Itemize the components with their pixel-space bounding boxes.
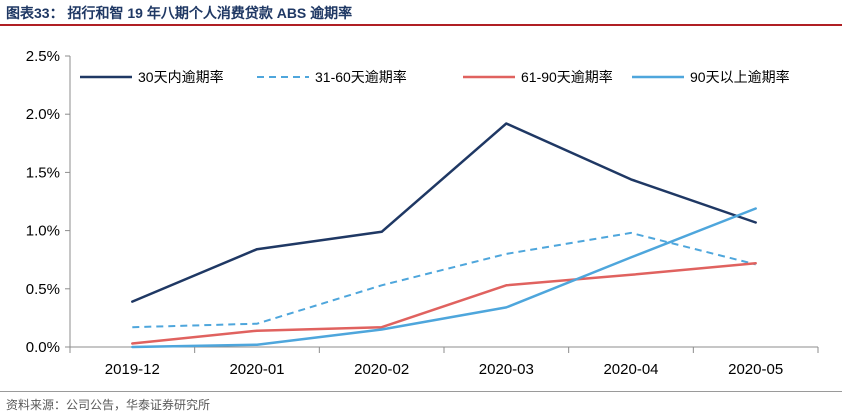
y-tick-label: 0.0% — [26, 339, 60, 356]
source-divider — [0, 391, 842, 392]
x-tick-label: 2020-03 — [479, 361, 534, 378]
line-chart: 0.0% 0.5% 1.0% 1.5% 2.0% 2.5% 2019-12 2020-01 20… — [26, 48, 819, 378]
legend-label: 31-60天逾期率 — [315, 69, 407, 85]
x-tick-label: 2020-01 — [229, 361, 284, 378]
y-tick-label: 1.5% — [26, 164, 60, 181]
y-tick-label: 2.5% — [26, 48, 60, 65]
series-line — [132, 231, 756, 329]
series-line — [131, 207, 757, 349]
legend-label: 61-90天逾期率 — [521, 69, 613, 85]
x-tick-label: 2020-04 — [603, 361, 658, 378]
y-tick-label: 0.5% — [26, 281, 60, 298]
series-line — [131, 261, 757, 345]
y-tick-label: 2.0% — [26, 106, 60, 123]
legend-label: 90天以上逾期率 — [690, 69, 790, 85]
x-tick-label: 2019-12 — [105, 361, 160, 378]
legend-label: 30天内逾期率 — [138, 69, 224, 85]
x-tick-label: 2020-02 — [354, 361, 409, 378]
y-tick-label: 1.0% — [26, 223, 60, 240]
series-line — [131, 122, 757, 303]
title-divider — [0, 24, 842, 26]
figure-title: 图表33： 招行和智 19 年八期个人消费贷款 ABS 逾期率 — [6, 5, 353, 21]
x-tick-label: 2020-05 — [728, 361, 783, 378]
figure-source: 资料来源：公司公告，华泰证券研究所 — [6, 398, 211, 412]
